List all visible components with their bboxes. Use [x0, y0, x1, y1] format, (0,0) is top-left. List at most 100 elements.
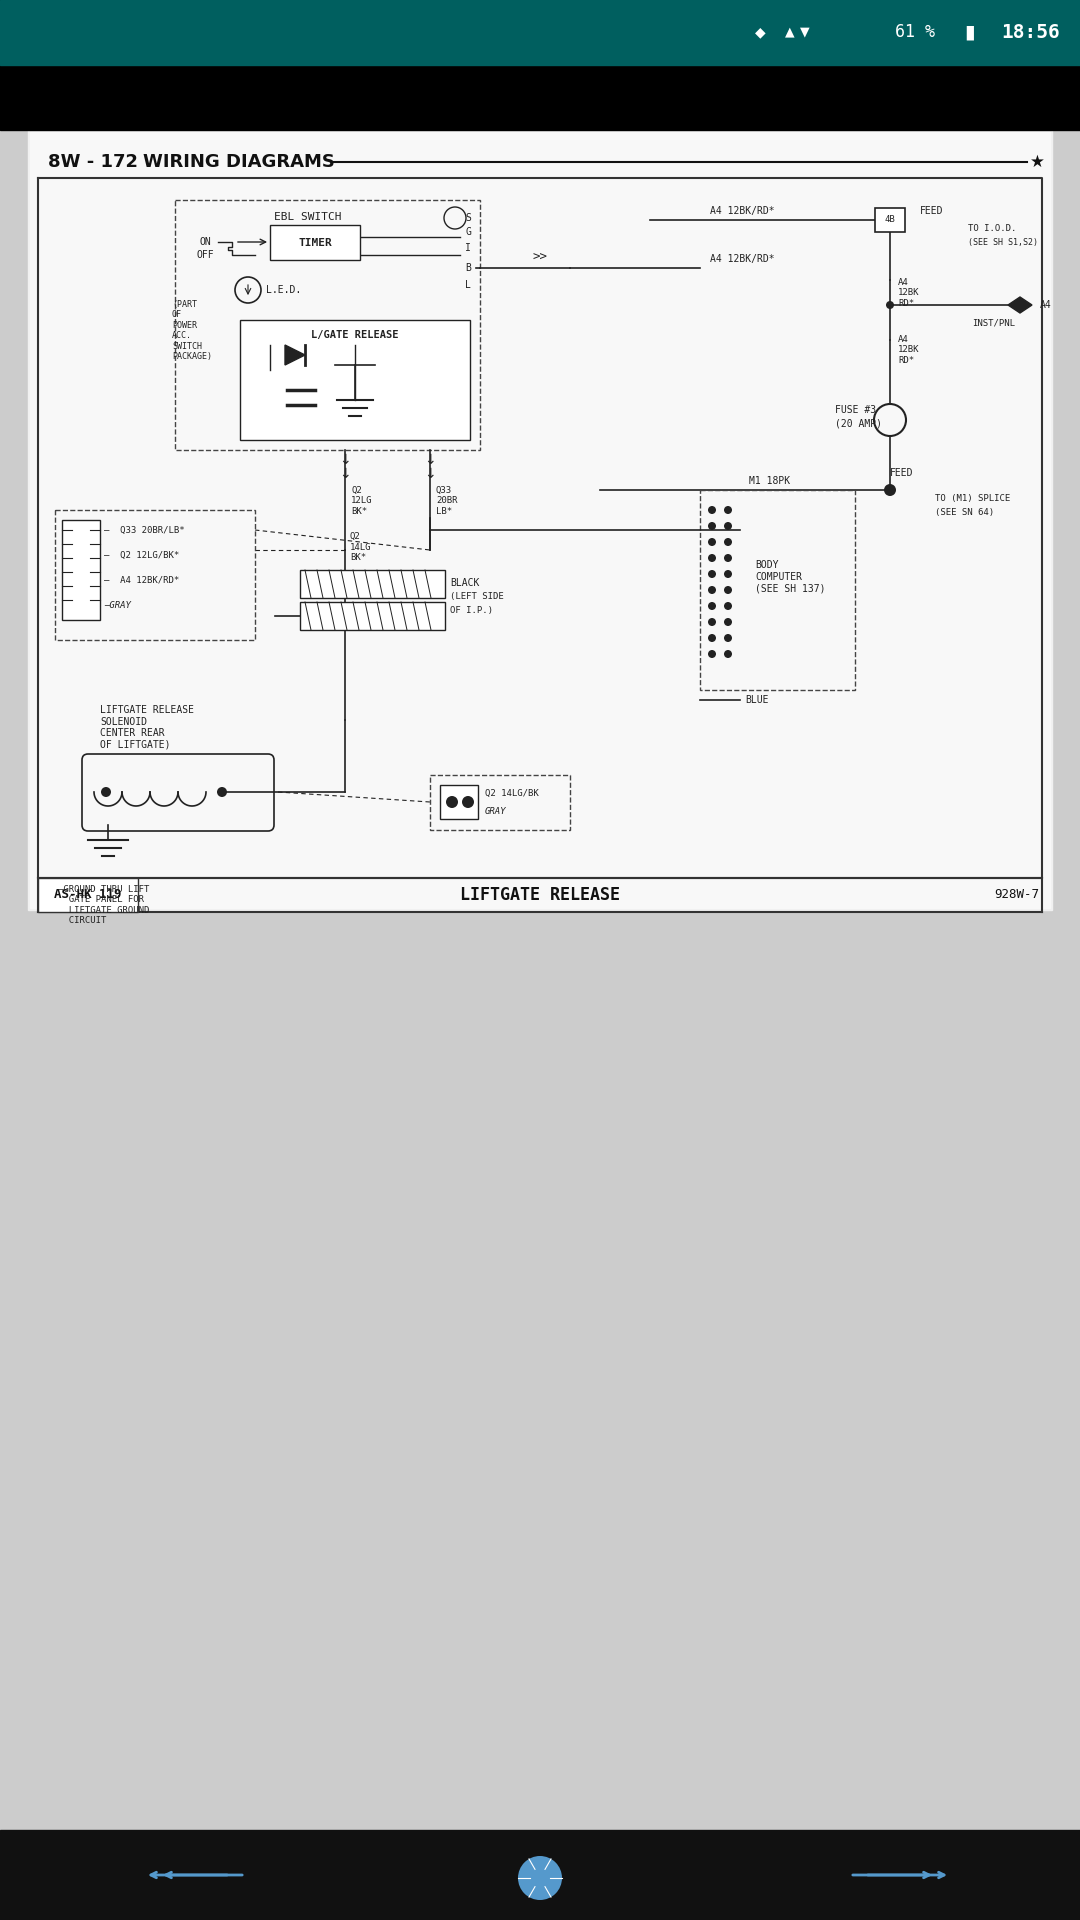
Circle shape	[217, 787, 227, 797]
Circle shape	[102, 787, 111, 797]
Text: A4
12BK
RD*: A4 12BK RD*	[897, 278, 919, 307]
Text: BLACK: BLACK	[450, 578, 480, 588]
Circle shape	[724, 507, 732, 515]
Bar	[240, 321, 470, 440]
Text: ↓: ↓	[339, 453, 351, 467]
Circle shape	[462, 797, 474, 808]
Text: AS-HK 119: AS-HK 119	[54, 889, 122, 902]
Text: (PART
OF
POWER
ACC.
SWITCH
PACKAGE): (PART OF POWER ACC. SWITCH PACKAGE)	[172, 300, 212, 361]
Bar	[0, 65, 1080, 131]
Circle shape	[518, 1857, 562, 1901]
Text: A4 12BK/RD*: A4 12BK/RD*	[710, 205, 774, 217]
Text: 4B: 4B	[885, 215, 895, 225]
Text: A4: A4	[1040, 300, 1052, 309]
Circle shape	[885, 484, 896, 495]
Bar	[875, 207, 905, 232]
Text: Q2
14LG
BK*: Q2 14LG BK*	[350, 532, 372, 563]
Bar	[0, 0, 1080, 65]
Bar	[270, 225, 360, 259]
Text: G: G	[465, 227, 471, 236]
Bar	[300, 603, 445, 630]
Bar	[55, 511, 255, 639]
Text: A4 12BK/RD*: A4 12BK/RD*	[710, 253, 774, 265]
Bar	[175, 200, 480, 449]
Bar	[700, 490, 855, 689]
Circle shape	[708, 651, 716, 659]
Text: I: I	[465, 244, 471, 253]
Circle shape	[708, 538, 716, 545]
Text: —GRAY: —GRAY	[104, 601, 131, 609]
Circle shape	[708, 522, 716, 530]
Text: ↓: ↓	[424, 453, 436, 467]
Text: LIFTGATE RELEASE
SOLENOID
CENTER REAR
OF LIFTGATE): LIFTGATE RELEASE SOLENOID CENTER REAR OF…	[100, 705, 194, 751]
Text: (SEE SH S1,S2): (SEE SH S1,S2)	[968, 238, 1038, 248]
Text: —  Q2 12LG/BK*: — Q2 12LG/BK*	[104, 551, 179, 559]
Circle shape	[724, 586, 732, 593]
Bar	[430, 776, 570, 829]
Text: OFF: OFF	[197, 250, 214, 259]
Text: (LEFT SIDE: (LEFT SIDE	[450, 591, 503, 601]
Circle shape	[708, 570, 716, 578]
Circle shape	[724, 570, 732, 578]
Circle shape	[724, 522, 732, 530]
Bar	[440, 785, 478, 820]
Text: M1 18PK: M1 18PK	[750, 476, 791, 486]
Text: INST/PNL: INST/PNL	[972, 319, 1015, 326]
Circle shape	[708, 555, 716, 563]
Text: 61 %: 61 %	[895, 23, 935, 40]
Text: TO (M1) SPLICE: TO (M1) SPLICE	[935, 493, 1010, 503]
Text: >>: >>	[532, 252, 548, 265]
Bar	[0, 131, 1080, 1830]
Text: EBL SWITCH: EBL SWITCH	[273, 211, 341, 223]
Text: FEED: FEED	[920, 205, 944, 217]
Text: L/GATE RELEASE: L/GATE RELEASE	[311, 330, 399, 340]
Bar	[300, 570, 445, 597]
Text: 8W - 172: 8W - 172	[48, 154, 138, 171]
Text: 18:56: 18:56	[1001, 23, 1059, 42]
Text: WIRING DIAGRAMS: WIRING DIAGRAMS	[143, 154, 335, 171]
Bar	[38, 877, 138, 912]
Text: (20 AMP): (20 AMP)	[835, 419, 882, 428]
Bar	[0, 1830, 1080, 1920]
Text: (SEE SN 64): (SEE SN 64)	[935, 509, 994, 516]
Circle shape	[724, 651, 732, 659]
Bar	[28, 131, 1052, 910]
Text: ▮: ▮	[964, 23, 975, 42]
Text: —  A4 12BK/RD*: — A4 12BK/RD*	[104, 576, 179, 584]
Circle shape	[708, 634, 716, 641]
Text: TIMER: TIMER	[298, 238, 332, 248]
Polygon shape	[285, 346, 305, 365]
Text: Q33
20BR
LB*: Q33 20BR LB*	[436, 486, 458, 516]
Circle shape	[708, 507, 716, 515]
Text: ▼: ▼	[800, 25, 810, 38]
Text: ON: ON	[199, 236, 211, 248]
Text: GRAY: GRAY	[485, 806, 507, 816]
Text: L.E.D.: L.E.D.	[266, 284, 301, 296]
Text: B: B	[465, 263, 471, 273]
Text: Q2
12LG
BK*: Q2 12LG BK*	[351, 486, 373, 516]
Bar	[30, 132, 1050, 908]
Circle shape	[724, 603, 732, 611]
Text: —  Q33 20BR/LB*: — Q33 20BR/LB*	[104, 526, 185, 534]
Circle shape	[724, 555, 732, 563]
Text: ▲: ▲	[785, 25, 795, 38]
Bar	[62, 520, 100, 620]
Text: S: S	[465, 213, 471, 223]
Text: LIFTGATE RELEASE: LIFTGATE RELEASE	[460, 885, 620, 904]
Text: FUSE #3: FUSE #3	[835, 405, 876, 415]
Circle shape	[708, 586, 716, 593]
Circle shape	[886, 301, 894, 309]
Circle shape	[724, 538, 732, 545]
Text: ↓: ↓	[339, 467, 351, 482]
Text: 928W-7: 928W-7	[995, 889, 1039, 902]
Text: Q2 14LG/BK: Q2 14LG/BK	[485, 789, 539, 797]
Text: A4
12BK
RD*: A4 12BK RD*	[897, 334, 919, 365]
Text: ↓: ↓	[424, 467, 436, 482]
Text: —GROUND THRU LIFT
  GATE PANEL FOR
  LIFTGATE GROUND
  CIRCUIT: —GROUND THRU LIFT GATE PANEL FOR LIFTGAT…	[58, 885, 149, 925]
Text: TO I.O.D.: TO I.O.D.	[968, 225, 1016, 232]
Text: L: L	[465, 280, 471, 290]
Circle shape	[724, 618, 732, 626]
Text: ★: ★	[1029, 154, 1044, 171]
Circle shape	[708, 603, 716, 611]
Circle shape	[708, 618, 716, 626]
